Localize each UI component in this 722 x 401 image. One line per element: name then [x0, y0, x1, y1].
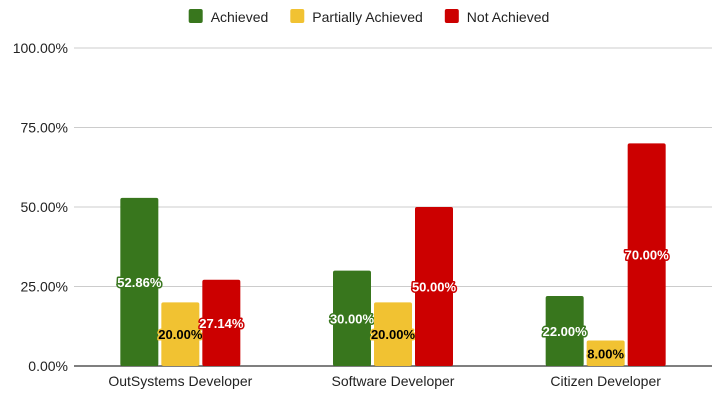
legend-label: Partially Achieved	[312, 9, 423, 25]
y-tick-label: 50.00%	[21, 199, 68, 215]
data-label: 50.00%	[412, 280, 457, 295]
y-tick-label: 0.00%	[28, 358, 68, 374]
legend: Achieved Partially Achieved Not Achieved	[188, 9, 550, 25]
data-label: 70.00%	[625, 248, 670, 263]
bar-not-achieved	[415, 207, 453, 366]
legend-swatch	[188, 9, 203, 23]
y-tick-label: 25.00%	[21, 279, 68, 295]
bar-partially-achieved	[161, 302, 200, 366]
x-category-label: OutSystems Developer	[108, 373, 252, 389]
bar-not-achieved	[627, 143, 666, 366]
x-category-label: Citizen Developer	[550, 373, 661, 389]
legend-item: Not Achieved	[444, 9, 550, 25]
bar-partially-achieved	[374, 302, 412, 366]
bar-achieved	[120, 197, 159, 366]
data-label: 8.00%	[587, 346, 624, 361]
legend-swatch	[290, 9, 305, 23]
bar-achieved	[333, 270, 371, 366]
data-label: 52.86%	[117, 275, 162, 290]
x-category-label: Software Developer	[332, 373, 455, 389]
data-label: 30.00%	[330, 311, 375, 326]
data-label: 20.00%	[371, 327, 416, 342]
legend-swatch	[444, 9, 459, 23]
y-tick-label: 100.00%	[13, 40, 68, 56]
legend-label: Achieved	[211, 9, 269, 25]
data-label: 27.14%	[199, 316, 244, 331]
data-label: 22.00%	[543, 324, 588, 339]
legend-label: Not Achieved	[467, 9, 550, 25]
legend-item: Achieved	[188, 9, 269, 25]
bar-partially-achieved	[586, 340, 625, 366]
legend-item: Partially Achieved	[290, 9, 423, 25]
data-label: 20.00%	[158, 327, 203, 342]
bar-achieved	[545, 296, 584, 366]
y-tick-label: 75.00%	[21, 120, 68, 136]
bar-not-achieved	[202, 279, 241, 366]
